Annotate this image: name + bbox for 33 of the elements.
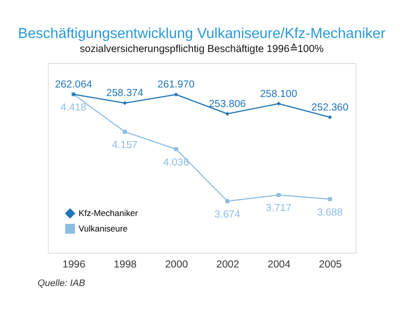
data-label: 258.374 <box>106 88 144 100</box>
x-tick-label: 1998 <box>114 260 137 271</box>
data-label: 4.157 <box>112 140 138 152</box>
chart-subtitle: sozialversicherungspflichtig Beschäftigte 1996≙100% <box>80 42 324 55</box>
x-tick-label: 2002 <box>216 260 240 271</box>
x-tick-label: 2005 <box>318 260 342 271</box>
point <box>174 92 178 97</box>
source-note: Quelle: IAB <box>38 277 86 288</box>
point <box>276 102 281 106</box>
chart-title: Beschäftigungsentwicklung Vulkaniseure/Kfz-Mechaniker <box>18 26 386 42</box>
point <box>328 197 332 202</box>
x-tick-label: 2000 <box>165 260 188 271</box>
data-label: 258.100 <box>260 88 298 100</box>
legend-label: Kfz-Mechaniker <box>78 208 138 218</box>
data-label: 3.688 <box>317 207 344 218</box>
point <box>276 192 281 197</box>
data-label: 253.806 <box>208 98 246 110</box>
data-label: 262.064 <box>54 79 92 90</box>
data-label: 252.360 <box>311 102 349 114</box>
data-label: 261.970 <box>158 80 195 91</box>
point <box>122 101 127 106</box>
point <box>122 130 127 134</box>
point <box>225 112 230 116</box>
data-label: 4.036 <box>163 157 190 168</box>
data-label: 3.717 <box>266 203 292 214</box>
x-tick-label: 1996 <box>62 260 86 271</box>
x-tick-label: 2004 <box>268 260 291 271</box>
data-label: 4.418 <box>60 102 87 114</box>
point <box>225 199 230 204</box>
point <box>328 115 332 120</box>
data-label: 3.674 <box>214 209 240 220</box>
point <box>174 147 178 152</box>
legend-label: Vulkaniseure <box>78 223 128 234</box>
